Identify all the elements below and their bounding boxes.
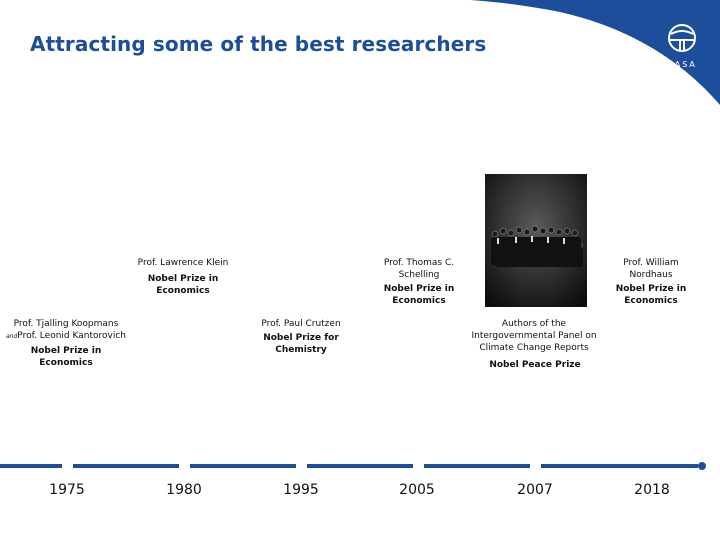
entry-person: Authors of the Intergovernmental Panel o… <box>471 319 597 353</box>
entry-prize: Nobel Prize in Economics <box>30 346 102 368</box>
entry-prize: Nobel Prize in Economics <box>383 284 455 306</box>
entry-person: Prof. William Nordhaus <box>623 258 679 280</box>
year-1995: 1995 <box>283 482 319 498</box>
header-swoosh <box>470 0 720 105</box>
entry-2005: Prof. Thomas C. Schelling Nobel Prize in… <box>372 257 466 307</box>
year-2018: 2018 <box>634 482 670 498</box>
entry-2007: Authors of the Intergovernmental Panel o… <box>470 318 600 371</box>
entry-prize: Nobel Peace Prize <box>489 360 581 370</box>
entry-prize: Nobel Prize for Chemistry <box>263 333 339 355</box>
entry-person-2: andProf. Leonid Kantorovich <box>2 330 130 343</box>
entry-prize: Nobel Prize in Economics <box>147 274 219 296</box>
entry-person: Prof. Thomas C. Schelling <box>383 258 455 280</box>
timeline-bar <box>0 462 706 470</box>
entry-person-name: Prof. Leonid Kantorovich <box>17 331 126 341</box>
entry-2018: Prof. William Nordhaus Nobel Prize in Ec… <box>610 257 692 307</box>
entry-person: Prof. Paul Crutzen <box>261 319 341 329</box>
and-word: and <box>6 333 18 340</box>
entry-1995: Prof. Paul Crutzen Nobel Prize for Chemi… <box>251 318 351 356</box>
entry-1975: Prof. Tjalling Koopmans andProf. Leonid … <box>2 318 130 369</box>
year-2007: 2007 <box>517 482 553 498</box>
logo-text: IIASA <box>666 60 697 69</box>
entry-1980: Prof. Lawrence Klein Nobel Prize in Econ… <box>128 257 238 297</box>
year-2005: 2005 <box>399 482 435 498</box>
year-1975: 1975 <box>49 482 85 498</box>
page-title: Attracting some of the best researchers <box>30 32 487 56</box>
year-1980: 1980 <box>166 482 202 498</box>
ipcc-group-photo <box>485 174 587 307</box>
entry-prize: Nobel Prize in Economics <box>615 284 687 306</box>
entry-person: Prof. Tjalling Koopmans <box>13 319 119 329</box>
iiasa-logo-icon <box>668 24 696 52</box>
entry-person: Prof. Lawrence Klein <box>137 258 229 268</box>
